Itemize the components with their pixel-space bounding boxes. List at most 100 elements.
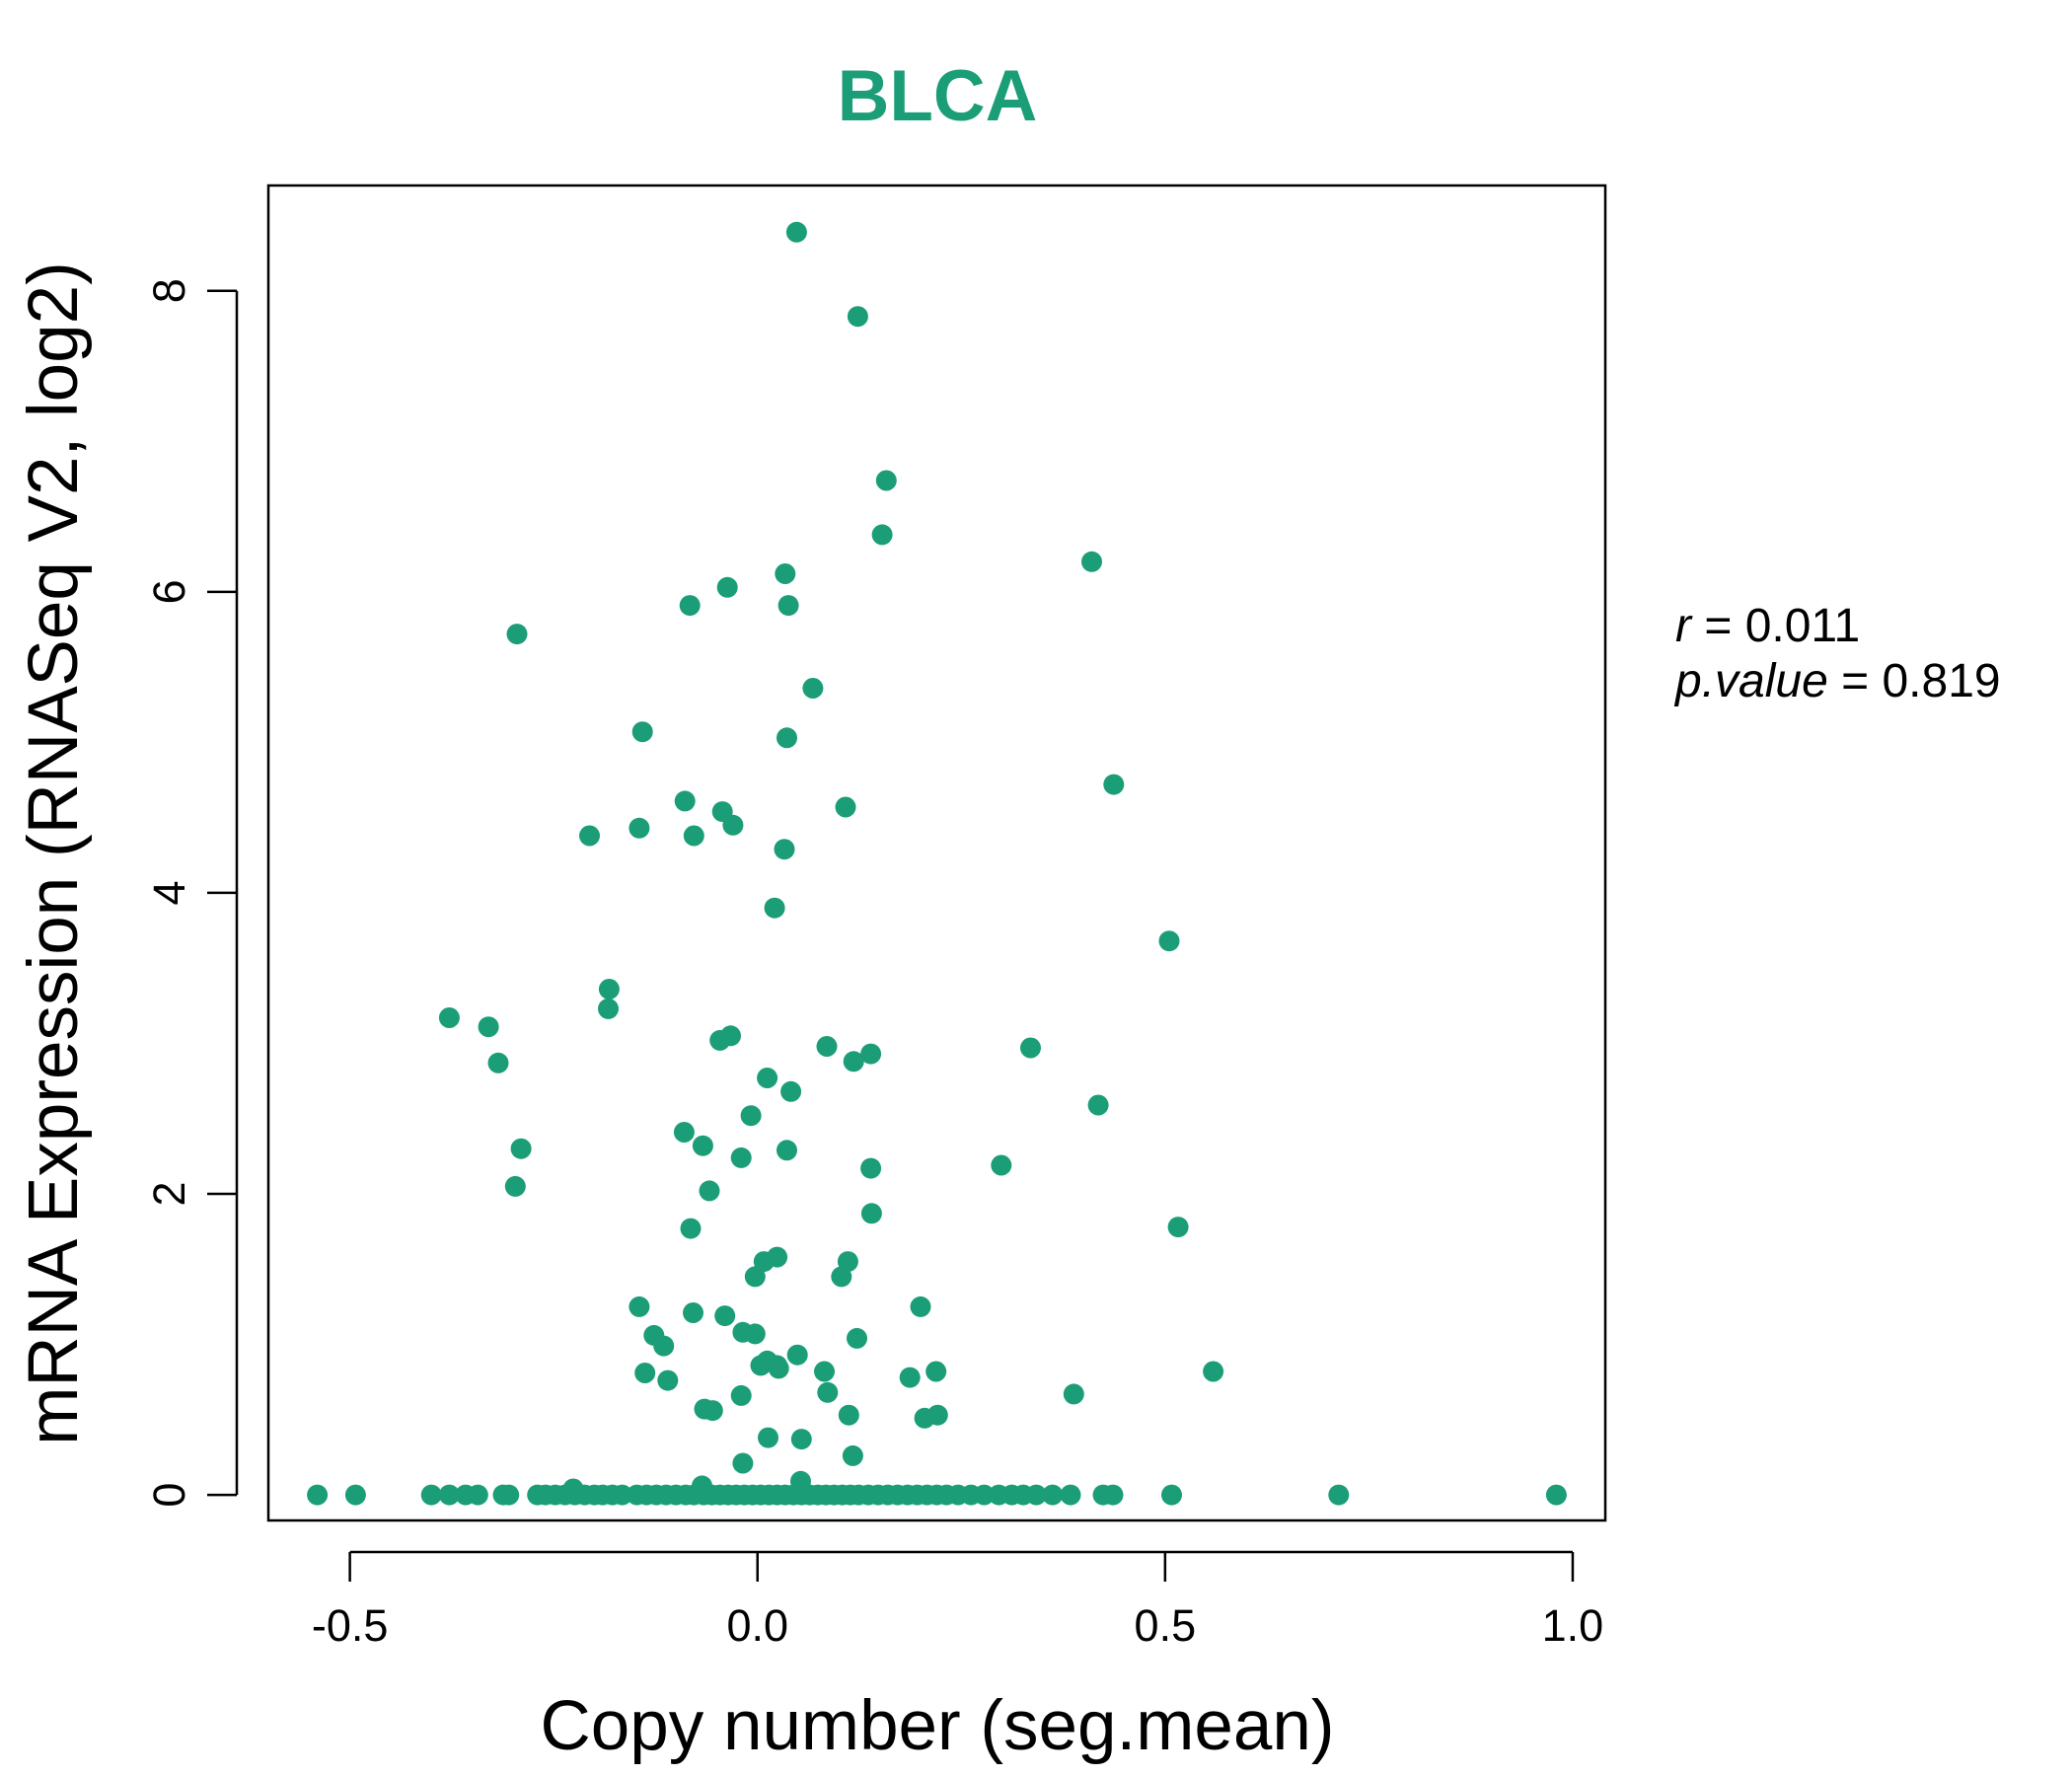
data-point-84 xyxy=(758,1427,778,1448)
y-tick-label-4: 8 xyxy=(144,278,194,303)
data-point-18 xyxy=(629,817,650,839)
p-value: 0.819 xyxy=(1882,655,2000,707)
data-point-19 xyxy=(579,825,600,847)
data-point-69 xyxy=(768,1358,789,1379)
data-point-152 xyxy=(1042,1484,1064,1506)
data-point-5 xyxy=(775,563,796,584)
x-tick-label-2: 0.5 xyxy=(1135,1600,1197,1651)
data-point-9 xyxy=(506,624,528,645)
data-point-30 xyxy=(816,1036,838,1057)
data-point-65 xyxy=(786,1344,808,1366)
data-point-26 xyxy=(598,998,619,1019)
data-point-35 xyxy=(757,1068,778,1088)
data-point-94 xyxy=(438,1484,460,1506)
data-point-158 xyxy=(1545,1484,1567,1506)
data-point-46 xyxy=(504,1175,526,1197)
data-point-151 xyxy=(1025,1484,1047,1506)
chart-title: BLCA xyxy=(838,56,1038,136)
data-point-42 xyxy=(777,1140,797,1161)
data-point-108 xyxy=(612,1484,633,1506)
r-value: 0.011 xyxy=(1745,600,1861,652)
data-point-10 xyxy=(802,678,824,699)
plot-frame xyxy=(266,184,1607,1522)
data-point-155 xyxy=(1102,1484,1124,1506)
data-point-17 xyxy=(722,814,744,836)
data-point-62 xyxy=(847,1327,867,1349)
stats-annotation: r = 0.011 p.value = 0.819 xyxy=(1673,600,2001,707)
data-point-3 xyxy=(871,524,893,546)
data-point-37 xyxy=(1087,1094,1109,1116)
data-point-12 xyxy=(777,727,797,749)
data-point-71 xyxy=(925,1361,947,1382)
data-point-32 xyxy=(860,1043,882,1065)
y-axis-label: mRNA Expression (RNASeq V2, log2) xyxy=(15,261,93,1445)
data-point-78 xyxy=(730,1384,752,1406)
p-annotation: p.value = 0.819 xyxy=(1673,655,2001,707)
data-point-0 xyxy=(785,221,807,243)
data-point-72 xyxy=(1203,1361,1224,1382)
x-axis: -0.5 0.0 0.5 1.0 xyxy=(312,1550,1604,1651)
data-point-29 xyxy=(709,1029,731,1051)
data-point-15 xyxy=(835,796,856,818)
data-point-21 xyxy=(774,839,795,860)
y-tick-label-2: 4 xyxy=(144,880,194,905)
data-point-22 xyxy=(764,897,785,919)
data-point-80 xyxy=(702,1400,723,1422)
data-point-48 xyxy=(860,1203,882,1224)
data-point-70 xyxy=(814,1361,835,1382)
data-point-58 xyxy=(683,1302,703,1323)
data-point-11 xyxy=(631,721,653,743)
data-point-40 xyxy=(692,1135,713,1156)
data-point-6 xyxy=(716,576,738,598)
data-point-75 xyxy=(657,1369,679,1391)
x-tick-label-1: 0.0 xyxy=(726,1600,788,1651)
data-point-153 xyxy=(1060,1484,1081,1506)
data-point-74 xyxy=(899,1367,921,1388)
data-point-61 xyxy=(744,1323,766,1345)
data-point-25 xyxy=(438,1007,460,1028)
data-point-147 xyxy=(973,1484,995,1506)
data-point-81 xyxy=(838,1404,859,1426)
x-tick-label-0: -0.5 xyxy=(312,1600,389,1651)
data-point-34 xyxy=(487,1052,509,1073)
data-point-50 xyxy=(680,1218,702,1239)
data-point-55 xyxy=(744,1266,766,1288)
data-point-39 xyxy=(673,1122,695,1143)
data-point-47 xyxy=(699,1180,720,1202)
data-point-2 xyxy=(875,470,897,491)
p-label: p.value xyxy=(1673,655,1828,707)
y-tick-label-0: 0 xyxy=(144,1483,194,1508)
data-point-64 xyxy=(653,1335,675,1357)
data-point-59 xyxy=(714,1305,736,1327)
r-equals: = xyxy=(1691,600,1745,652)
data-point-7 xyxy=(679,595,701,617)
x-tick-label-3: 1.0 xyxy=(1542,1600,1604,1651)
points-layer xyxy=(307,221,1567,1506)
data-point-87 xyxy=(732,1452,754,1474)
data-point-31 xyxy=(1020,1037,1041,1059)
data-point-85 xyxy=(790,1429,812,1450)
data-point-92 xyxy=(344,1484,366,1506)
data-point-98 xyxy=(498,1484,520,1506)
data-point-52 xyxy=(753,1251,775,1273)
data-point-96 xyxy=(467,1484,488,1506)
data-point-49 xyxy=(1167,1217,1189,1238)
data-point-91 xyxy=(307,1484,329,1506)
data-point-45 xyxy=(860,1157,882,1179)
p-equals: = xyxy=(1828,655,1883,707)
data-point-43 xyxy=(730,1147,752,1168)
r-annotation: r = 0.011 xyxy=(1675,600,1860,652)
data-point-4 xyxy=(1081,551,1102,572)
r-label: r xyxy=(1675,600,1693,652)
data-point-27 xyxy=(478,1016,499,1038)
data-point-8 xyxy=(777,595,799,617)
x-axis-label: Copy number (seg.mean) xyxy=(540,1687,1334,1765)
data-point-156 xyxy=(1161,1484,1182,1506)
data-point-56 xyxy=(629,1295,650,1317)
data-point-1 xyxy=(847,306,868,328)
data-point-20 xyxy=(683,825,704,847)
data-point-13 xyxy=(1103,774,1125,795)
data-point-76 xyxy=(817,1381,839,1403)
y-tick-label-3: 6 xyxy=(144,579,194,604)
data-point-93 xyxy=(420,1484,442,1506)
